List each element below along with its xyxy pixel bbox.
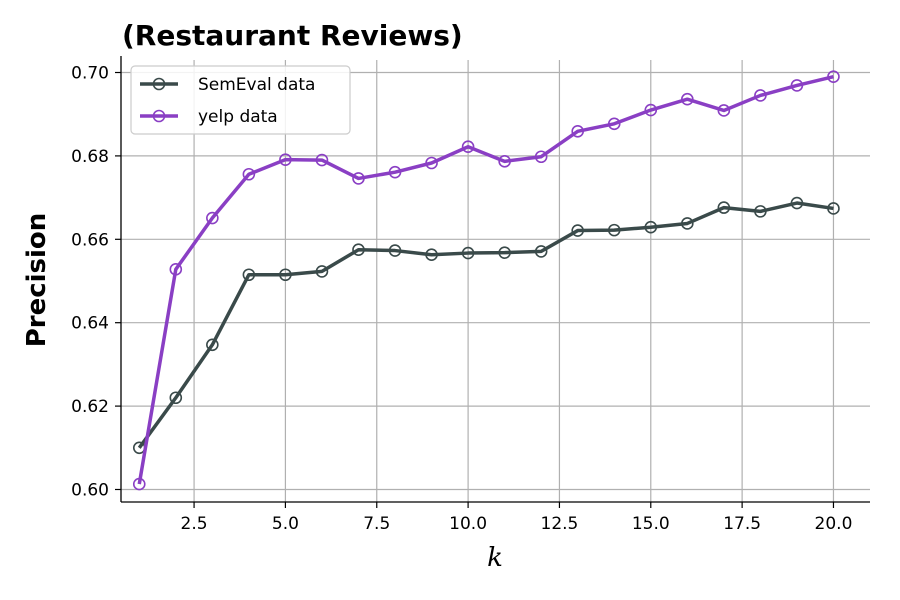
data-point-yelp-data	[461, 140, 475, 154]
data-point-semeval-data	[827, 202, 840, 215]
data-point-yelp-data	[352, 172, 365, 185]
data-point-yelp-data	[790, 79, 804, 92]
data-point-semeval-data	[315, 265, 329, 278]
data-point-yelp-data	[388, 165, 402, 179]
data-point-semeval-data	[279, 268, 292, 282]
x-tick-label: 17.5	[723, 514, 761, 534]
x-tick-label: 20.0	[815, 514, 853, 534]
data-point-semeval-data	[388, 244, 402, 257]
legend-marker-yelp	[152, 109, 166, 123]
data-point-yelp-data	[644, 103, 658, 117]
data-point-yelp-data	[754, 89, 767, 102]
x-ticks: 2.5 5.0 7.5 10.0 12.5 15.0 17.5 20.0	[181, 502, 853, 534]
data-point-semeval-data	[461, 246, 475, 260]
y-ticks: 0.60 0.62 0.64 0.66 0.68 0.70	[71, 64, 121, 500]
chart-title: (Restaurant Reviews)	[122, 19, 463, 52]
data-point-yelp-data	[315, 153, 329, 167]
x-tick-label: 5.0	[272, 514, 299, 534]
y-tick-label: 0.68	[71, 147, 109, 167]
data-point-yelp-data	[534, 150, 548, 164]
data-point-yelp-data	[571, 125, 585, 138]
data-point-yelp-data	[607, 117, 621, 131]
y-tick-label: 0.64	[71, 314, 109, 334]
data-point-semeval-data	[644, 220, 658, 234]
data-point-semeval-data	[425, 248, 438, 262]
y-axis-label: Precision	[22, 213, 52, 348]
data-point-semeval-data	[607, 223, 621, 237]
data-point-semeval-data	[169, 391, 183, 405]
y-tick-label: 0.60	[71, 480, 109, 500]
x-tick-label: 10.0	[449, 514, 487, 534]
x-tick-label: 2.5	[181, 514, 208, 534]
x-axis-label: k	[487, 543, 503, 573]
legend: SemEval data yelp data	[130, 65, 351, 135]
x-tick-label: 15.0	[632, 514, 670, 534]
data-point-yelp-data	[169, 263, 183, 276]
legend-label-semeval: SemEval data	[198, 75, 315, 95]
data-point-semeval-data	[571, 224, 585, 237]
data-point-yelp-data	[681, 92, 694, 106]
y-tick-label: 0.70	[71, 64, 109, 84]
data-point-semeval-data	[790, 196, 804, 210]
legend-box	[130, 65, 351, 135]
data-point-yelp-data	[425, 156, 438, 170]
y-tick-label: 0.66	[71, 230, 109, 250]
data-point-yelp-data	[242, 167, 256, 181]
data-point-semeval-data	[754, 205, 767, 218]
series-line-yelp-data	[137, 74, 834, 485]
data-point-semeval-data	[681, 217, 694, 230]
data-point-yelp-data	[132, 477, 146, 491]
data-point-semeval-data	[498, 246, 511, 259]
legend-label-yelp: yelp data	[198, 107, 278, 127]
data-point-semeval-data	[242, 268, 256, 282]
x-tick-label: 7.5	[363, 514, 390, 534]
data-point-yelp-data	[827, 70, 840, 83]
data-point-yelp-data	[206, 211, 219, 225]
series-layer	[132, 70, 840, 491]
y-tick-label: 0.62	[71, 397, 109, 417]
data-point-yelp-data	[279, 153, 292, 166]
x-tick-label: 12.5	[541, 514, 579, 534]
data-point-semeval-data	[534, 245, 548, 258]
data-point-semeval-data	[717, 201, 731, 214]
legend-marker-semeval	[152, 77, 166, 91]
data-point-semeval-data	[352, 243, 365, 257]
data-point-yelp-data	[717, 104, 731, 117]
data-point-yelp-data	[498, 155, 511, 168]
data-point-semeval-data	[206, 338, 219, 352]
axes	[120, 56, 870, 503]
